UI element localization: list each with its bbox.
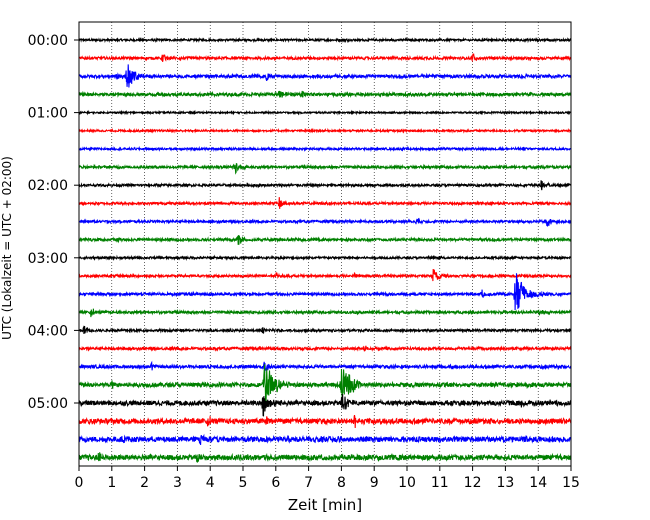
x-tick-label: 6 [271,475,280,491]
y-tick-label: 03:00 [28,251,68,267]
y-tick-label: 05:00 [28,396,68,412]
trace-line [78,64,572,88]
x-tick-label: 10 [398,475,416,491]
trace-line [78,433,572,445]
trace-line [78,109,572,116]
trace-line [78,360,572,374]
x-tick-label: 1 [107,475,116,491]
seismic-traces [78,36,572,464]
trace-line [78,36,572,44]
trace-line [78,345,572,352]
x-tick-label: 15 [562,475,580,491]
x-tick-label: 2 [140,475,149,491]
y-tick-label: 00:00 [28,33,68,49]
trace-line [78,217,572,227]
trace-line [78,90,572,99]
trace-line [78,414,572,429]
x-tick-label: 4 [206,475,215,491]
trace-line [78,452,572,464]
x-axis-label: Zeit [min] [288,496,362,514]
x-tick-label: 13 [496,475,514,491]
plot-background [79,22,571,466]
x-tick-label: 12 [464,475,482,491]
plot-frame [78,21,572,467]
x-tick-label: 14 [529,475,547,491]
trace-line [78,53,572,63]
trace-line [78,325,572,334]
x-tick-label: 0 [75,475,84,491]
trace-line [78,235,572,245]
trace-line [78,273,572,311]
trace-line [78,197,572,209]
trace-line [78,394,572,417]
trace-line [78,364,572,406]
y-tick-label: 02:00 [28,178,68,194]
y-axis-ticks: 00:00 01:00 02:00 03:00 04:00 05:00 [28,33,79,412]
x-tick-label: 9 [370,475,379,491]
x-tick-label: 5 [239,475,248,491]
x-tick-label: 11 [431,475,449,491]
x-tick-label: 8 [337,475,346,491]
trace-line [78,162,572,175]
y-tick-label: 01:00 [28,106,68,122]
trace-line [78,268,572,282]
x-axis-ticks: 0 1 2 3 4 5 6 7 8 9 10 11 12 13 14 15 [75,466,580,491]
y-axis-label: UTC (Lokalzeit = UTC + 02:00) [0,156,14,340]
trace-line [78,180,572,191]
x-tick-label: 3 [173,475,182,491]
trace-line [78,308,572,318]
trace-line [78,127,572,134]
trace-line [78,145,572,153]
y-tick-label: 04:00 [28,323,68,339]
trace-line [78,254,572,261]
x-tick-label: 7 [304,475,313,491]
